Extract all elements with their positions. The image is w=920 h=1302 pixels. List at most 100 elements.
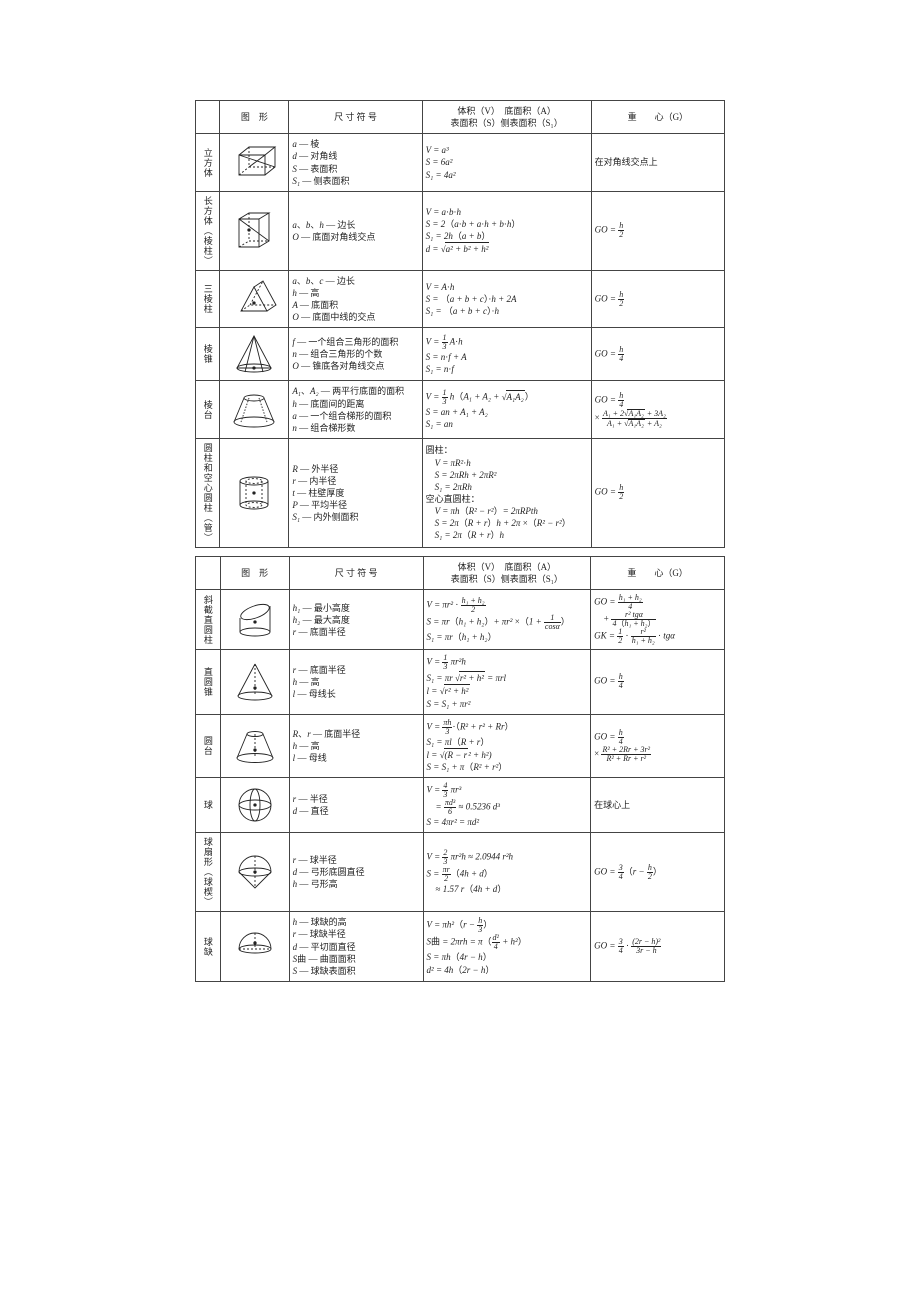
formula-line: S = 2π（R + r）h + 2π ×（R² − r²） — [426, 517, 588, 529]
symbol-line: f — 一个组合三角形的面积 — [292, 336, 418, 348]
shape-figure — [220, 438, 289, 547]
formula-line: V = 23 πr²h ≈ 2.0944 r²h — [427, 849, 588, 866]
shape-name: 圆台 — [196, 714, 221, 777]
shape-formulas: V = πh3·（R² + r² + Rr）S₁ = πl（R + r）l = … — [423, 714, 591, 777]
shape-centroid: GO = h4× R² + 2Rr + 3r²R² + Rr + r² — [591, 714, 725, 777]
shape-name: 球扇形（球楔） — [196, 833, 221, 912]
shape-symbols: R、r — 底面半径h — 高l — 母线 — [289, 714, 423, 777]
formula-line: V = πh²（r − h3） — [427, 917, 588, 934]
shape-centroid: GO = 34（r − h2） — [591, 833, 725, 912]
symbol-line: h — 底面间的距离 — [292, 398, 418, 410]
shape-formulas: V = A·hS = （a + b + c）·h + 2AS₁ = （a + b… — [422, 270, 591, 328]
symbol-line: h — 高 — [292, 287, 418, 299]
formula-line: d² = 4h（2r − h） — [427, 964, 588, 976]
centroid-line: GO = h2 — [595, 484, 721, 501]
symbol-line: h — 弓形高 — [293, 878, 420, 890]
symbol-line: a、b、c — 边长 — [292, 275, 418, 287]
shape-row: 三棱柱 a、b、c — 边长h — 高A — 底面积O — 底面中线的交点 V … — [196, 270, 725, 328]
formula-line: 圆柱： — [426, 444, 588, 456]
th-formulas: 体积（V） 底面积（A）表面积（S）侧表面积（S₁） — [423, 556, 591, 589]
centroid-line: GO = h4 — [594, 673, 721, 690]
shape-name: 棱台 — [196, 381, 220, 439]
th-symbols: 尺 寸 符 号 — [289, 101, 422, 134]
formula-line: S = an + A₁ + A₂ — [426, 406, 588, 418]
formula-line: S = （a + b + c）·h + 2A — [426, 293, 588, 305]
symbol-line: a、b、h — 边长 — [292, 219, 418, 231]
symbol-line: A₁、A₂ — 两平行底面的面积 — [292, 385, 418, 397]
centroid-line: GO = h4 — [594, 729, 721, 746]
formula-line: S₁ = πr（h₁ + h₂） — [427, 631, 588, 643]
centroid-line: GO = 34（r − h2） — [594, 864, 721, 881]
formula-line: l = (R − r² + h²) — [427, 748, 588, 761]
shape-row: 斜截直圆柱 h₁ — 最小高度h₂ — 最大高度r — 底面半径 V = πr²… — [196, 590, 725, 650]
formula-line: S = πh（4r − h） — [427, 951, 588, 963]
geometry-table-1: 图 形 尺 寸 符 号 体积（V） 底面积（A）表面积（S）侧表面积（S₁） 重… — [195, 100, 725, 548]
shape-centroid: 在对角线交点上 — [591, 134, 724, 192]
shape-formulas: V = 13 πr²hS₁ = πr r² + h² = πrll = r² +… — [423, 650, 591, 714]
formula-line: V = a³ — [426, 144, 588, 156]
symbol-line: A — 底面积 — [292, 299, 418, 311]
th-centroid: 重 心（G） — [591, 556, 725, 589]
centroid-line: GO = 34 · (2r − h)²3r − h — [594, 938, 721, 955]
shape-centroid: GO = 34 · (2r − h)²3r − h — [591, 912, 725, 982]
shape-symbols: R — 外半径r — 内半径t — 柱壁厚度P — 平均半径S₁ — 内外侧面积 — [289, 438, 422, 547]
shape-centroid: GO = h₁ + h₂4 + r² tgα4（h₁ + h₂）GK = 12 … — [591, 590, 725, 650]
symbol-line: r — 底面半径 — [293, 664, 420, 676]
symbol-line: n — 组合梯形数 — [292, 422, 418, 434]
shape-figure — [220, 328, 289, 381]
formula-line: S = 2πRh + 2πR² — [426, 469, 588, 481]
th-figure: 图 形 — [220, 556, 289, 589]
shape-name: 圆柱和空心圆柱（管） — [196, 438, 220, 547]
formula-line: S₁ = an — [426, 418, 588, 430]
th-shape-name — [196, 556, 221, 589]
formula-line: S = 4πr² = πd² — [427, 816, 588, 828]
symbol-line: r — 球半径 — [293, 854, 420, 866]
symbol-line: l — 母线长 — [293, 688, 420, 700]
shape-centroid: GO = h4× A₁ + 2A₁A₂ + 3A₂A₁ + A₁A₂ + A₂ — [591, 381, 724, 439]
formula-line: = πd³6 ≈ 0.5236 d³ — [427, 799, 588, 816]
shape-symbols: f — 一个组合三角形的面积n — 组合三角形的个数O — 锥底各对角线交点 — [289, 328, 422, 381]
shape-formulas: V = πr² · h₁ + h₂2S = πr（h₁ + h₂）+ πr² ×… — [423, 590, 591, 650]
shape-centroid: 在球心上 — [591, 778, 725, 833]
centroid-line: + r² tgα4（h₁ + h₂） — [594, 611, 721, 628]
shape-figure — [220, 590, 289, 650]
formula-line: S₁ = 2π（R + r）h — [426, 529, 588, 541]
symbol-line: n — 组合三角形的个数 — [292, 348, 418, 360]
th-shape-name — [196, 101, 220, 134]
shape-symbols: h₁ — 最小高度h₂ — 最大高度r — 底面半径 — [289, 590, 423, 650]
symbol-line: S — 表面积 — [292, 163, 418, 175]
shape-formulas: V = 43 πr³ = πd³6 ≈ 0.5236 d³S = 4πr² = … — [423, 778, 591, 833]
symbol-line: a — 棱 — [292, 138, 418, 150]
centroid-line: GO = h2 — [595, 291, 721, 308]
centroid-line: × A₁ + 2A₁A₂ + 3A₂A₁ + A₁A₂ + A₂ — [595, 409, 721, 428]
formula-line: V = πh（R² − r²）= 2πRPth — [426, 505, 588, 517]
shape-name: 直圆锥 — [196, 650, 221, 714]
symbol-line: d — 弓形底圆直径 — [293, 866, 420, 878]
shape-name: 立方体 — [196, 134, 220, 192]
shape-name: 斜截直圆柱 — [196, 590, 221, 650]
shape-formulas: V = a·b·hS = 2（a·b + a·h + b·h）S₁ = 2h（a… — [422, 191, 591, 270]
centroid-line: GK = 12 · r²h₁ + h₂ · tgα — [594, 628, 721, 645]
formula-line: l = r² + h² — [427, 684, 588, 697]
formula-line: S = 2（a·b + a·h + b·h） — [426, 218, 588, 230]
symbol-line: r — 底面半径 — [293, 626, 420, 638]
symbol-line: S₁ — 侧表面积 — [292, 175, 418, 187]
formula-line: S₁ = 4a² — [426, 169, 588, 181]
formula-line: S₁ = πr r² + h² = πrl — [427, 671, 588, 684]
shape-figure — [220, 191, 289, 270]
centroid-line: GO = h4 — [595, 392, 721, 409]
formula-line: ≈ 1.57 r（4h + d） — [427, 883, 588, 895]
shape-row: 球扇形（球楔） r — 球半径d — 弓形底圆直径h — 弓形高 V = 23 … — [196, 833, 725, 912]
shape-symbols: r — 底面半径h — 高l — 母线长 — [289, 650, 423, 714]
shape-row: 直圆锥 r — 底面半径h — 高l — 母线长 V = 13 πr²hS₁ =… — [196, 650, 725, 714]
shape-formulas: V = 13 A·hS = n·f + AS₁ = n·f — [422, 328, 591, 381]
shape-centroid: GO = h4 — [591, 650, 725, 714]
shape-figure — [220, 134, 289, 192]
shape-formulas: V = a³S = 6a²S₁ = 4a² — [422, 134, 591, 192]
formula-line: S₁ = 2πRh — [426, 481, 588, 493]
shape-figure — [220, 650, 289, 714]
formula-line: S = S₁ + πr² — [427, 698, 588, 710]
formula-line: S = πr（h₁ + h₂）+ πr² ×（1 + 1cosα） — [427, 614, 588, 631]
symbol-line: d — 对角线 — [292, 150, 418, 162]
shape-name: 三棱柱 — [196, 270, 220, 328]
